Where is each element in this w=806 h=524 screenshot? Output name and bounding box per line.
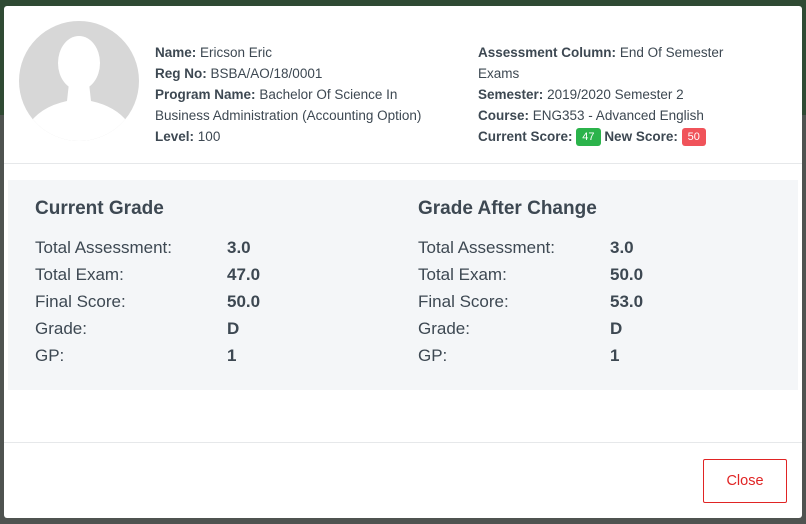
grade-panel: Current Grade Total Assessment: 3.0 Total E… <box>8 180 798 390</box>
section-title: Grade After Change <box>418 198 597 219</box>
new-score-badge: 50 <box>681 128 706 146</box>
info-row: Program Name: Bachelor Of Science In Bus… <box>155 84 447 126</box>
grade-label: Total Assessment: <box>418 238 556 257</box>
grade-value: 53.0 <box>610 292 644 311</box>
grade-label: Total Assessment: <box>35 238 173 257</box>
grade-value: 3.0 <box>610 238 634 257</box>
info-label: Assessment Column: <box>478 45 617 60</box>
close-button[interactable]: Close <box>703 459 787 503</box>
info-row: Course: ENG353 - Advanced English <box>478 105 753 126</box>
grade-value: 50.0 <box>227 292 261 311</box>
grade-row: GP: 1 <box>418 342 643 369</box>
info-value: Bachelor Of Science In Business Administ… <box>155 87 422 123</box>
info-label: Course: <box>478 108 530 123</box>
info-row: Name: Ericson Eric <box>155 42 447 63</box>
grade-label: Total Exam: <box>35 265 124 284</box>
score-label: New Score: <box>604 129 678 144</box>
info-label: Reg No: <box>155 66 207 81</box>
grade-row: Total Exam: 47.0 <box>35 261 260 288</box>
info-value: Ericson Eric <box>200 45 273 60</box>
divider <box>4 163 802 164</box>
info-label: Semester: <box>478 87 544 102</box>
grade-label: Final Score: <box>35 292 126 311</box>
grade-row: Total Exam: 50.0 <box>418 261 643 288</box>
grade-value: 47.0 <box>227 265 261 284</box>
score-label: Current Score: <box>478 129 573 144</box>
info-label: Level: <box>155 129 195 144</box>
info-row: Semester: 2019/2020 Semester 2 <box>478 84 753 105</box>
divider <box>4 442 802 443</box>
grade-row: Final Score: 50.0 <box>35 288 260 315</box>
grade-row: Grade: D <box>35 315 260 342</box>
grade-value: 3.0 <box>227 238 251 257</box>
grade-row: Final Score: 53.0 <box>418 288 643 315</box>
current-score-badge: 47 <box>576 128 601 146</box>
info-value: BSBA/AO/18/0001 <box>210 66 323 81</box>
grade-label: Total Exam: <box>418 265 507 284</box>
grade-label: Grade: <box>35 319 87 338</box>
grade-label: GP: <box>418 346 448 365</box>
info-value: ENG353 - Advanced English <box>532 108 704 123</box>
info-value: End Of Semester Exams <box>478 45 724 81</box>
grade-value: 1 <box>227 346 237 365</box>
grade-value: 50.0 <box>610 265 644 284</box>
grade-label: Grade: <box>418 319 470 338</box>
grade-label: Final Score: <box>418 292 509 311</box>
info-row: Assessment Column: End Of Semester Exams <box>478 42 753 84</box>
info-value: 100 <box>197 129 221 144</box>
grade-after-change: Grade After Change Total Assessment: 3.0 To… <box>418 198 643 369</box>
student-info: Name: Ericson Eric Reg No: BSBA/AO/18/000… <box>155 42 447 147</box>
info-row: Level: 100 <box>155 126 447 147</box>
current-grade: Current Grade Total Assessment: 3.0 Total E… <box>35 198 260 369</box>
grade-label: GP: <box>35 346 65 365</box>
section-title: Current Grade <box>35 198 164 219</box>
modal: Name: Ericson Eric Reg No: BSBA/AO/18/000… <box>4 6 802 518</box>
grade-value: 1 <box>610 346 620 365</box>
avatar <box>19 21 139 141</box>
info-label: Name: <box>155 45 197 60</box>
grade-value: D <box>610 319 623 338</box>
grade-row: Grade: D <box>418 315 643 342</box>
info-row: Reg No: BSBA/AO/18/0001 <box>155 63 447 84</box>
info-label: Program Name: <box>155 87 256 102</box>
grade-value: D <box>227 319 240 338</box>
score-row: Current Score: 47 New Score: 50 <box>478 126 753 147</box>
assessment-info: Assessment Column: End Of Semester Exams… <box>478 42 753 147</box>
info-value: 2019/2020 Semester 2 <box>547 87 684 102</box>
grade-row: Total Assessment: 3.0 <box>418 234 643 261</box>
grade-row: Total Assessment: 3.0 <box>35 234 260 261</box>
grade-row: GP: 1 <box>35 342 260 369</box>
